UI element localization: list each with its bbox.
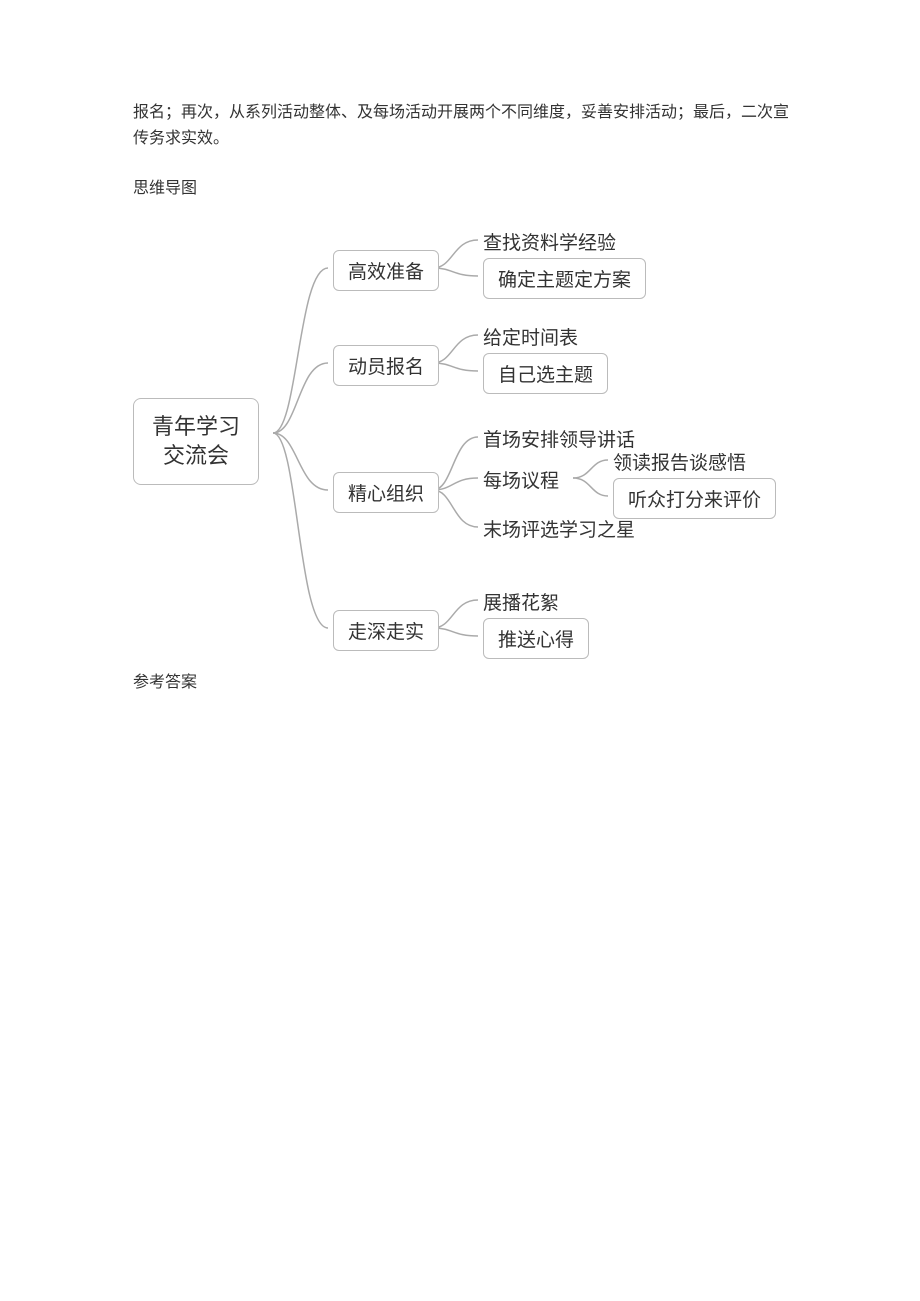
- root-node: 青年学习交流会: [133, 398, 259, 485]
- branch-node: 走深走实: [333, 610, 439, 651]
- leaf-node: 给定时间表: [483, 323, 578, 350]
- leaf-node: 推送心得: [483, 618, 589, 659]
- branch-node: 动员报名: [333, 345, 439, 386]
- intro-paragraph: 报名；再次，从系列活动整体、及每场活动开展两个不同维度，妥善安排活动；最后，二次…: [133, 100, 793, 151]
- leaf-node: 确定主题定方案: [483, 258, 646, 299]
- leaf-node: 展播花絮: [483, 588, 559, 615]
- mindmap-diagram: 青年学习交流会 高效准备 动员报名 精心组织 走深走实 查找资料学经验 确定主题…: [133, 210, 793, 660]
- branch-node: 精心组织: [333, 472, 439, 513]
- branch-node: 高效准备: [333, 250, 439, 291]
- mindmap-heading: 思维导图: [133, 176, 197, 202]
- sub-branch-node: 每场议程: [483, 466, 559, 493]
- leaf-node: 末场评选学习之星: [483, 515, 635, 542]
- answer-heading: 参考答案: [133, 670, 197, 696]
- leaf-node: 查找资料学经验: [483, 228, 616, 255]
- leaf-node: 自己选主题: [483, 353, 608, 394]
- leaf-node: 领读报告谈感悟: [613, 448, 746, 475]
- leaf-node: 听众打分来评价: [613, 478, 776, 519]
